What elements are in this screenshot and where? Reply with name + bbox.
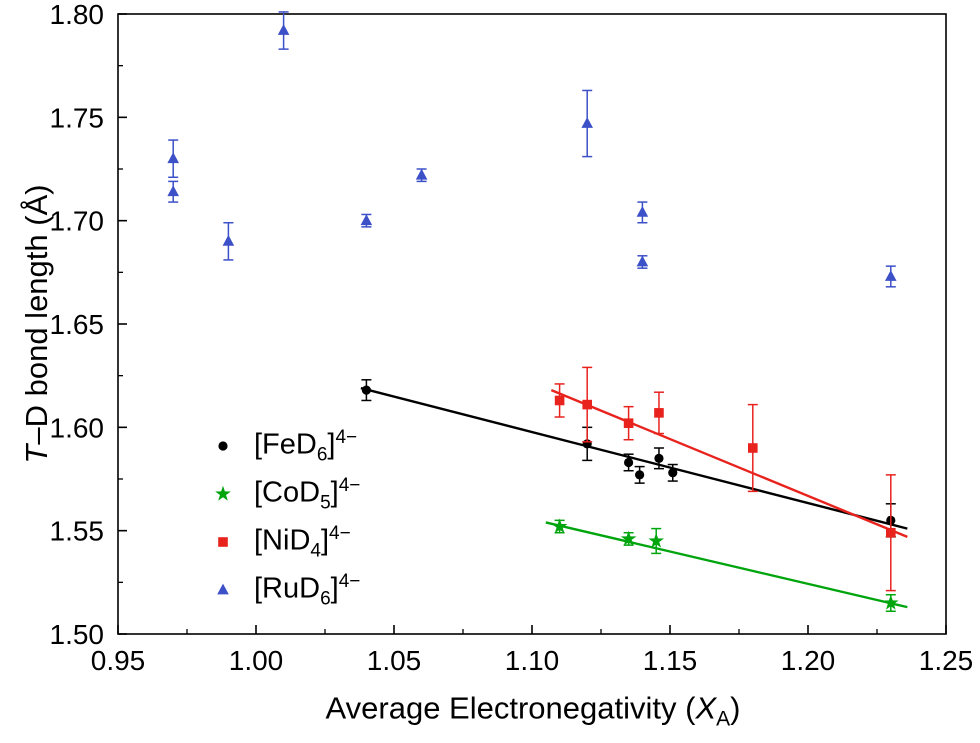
- square-marker-icon: [554, 395, 565, 406]
- star-marker-icon: [215, 485, 231, 501]
- y-axis-title: T–D bond length (Å): [19, 184, 55, 463]
- legend-marker: [215, 485, 231, 501]
- fit-line: [545, 521, 908, 609]
- x-tick-label: 1.00: [229, 645, 284, 676]
- legend-label: [CoD5]4−: [254, 474, 361, 514]
- triangle-marker-icon: [360, 214, 373, 226]
- triangle-marker-icon: [167, 185, 179, 197]
- x-tick-label: 1.05: [367, 645, 422, 676]
- square-marker-icon: [654, 408, 664, 418]
- legend-label: [NiD4]4−: [254, 522, 351, 562]
- triangle-marker-icon: [636, 206, 649, 217]
- square-marker-icon: [623, 418, 634, 428]
- star-marker-icon: [551, 518, 568, 534]
- y-tick-label: 1.50: [50, 619, 105, 650]
- square-marker-icon: [886, 527, 896, 538]
- triangle-marker-icon: [217, 583, 229, 595]
- square-marker-icon: [218, 537, 228, 547]
- square-marker-icon: [748, 443, 758, 453]
- legend-marker: [218, 537, 228, 547]
- series-triangle: [167, 11, 897, 288]
- circle-marker-icon: [668, 468, 678, 478]
- legend-marker: [218, 441, 228, 451]
- circle-marker-icon: [624, 457, 634, 468]
- legend-item: [FeD6]4−: [208, 422, 360, 470]
- series-circle: [360, 379, 908, 538]
- legend-label: [FeD6]4−: [254, 426, 358, 466]
- series-star: [545, 518, 908, 613]
- legend-item: [NiD4]4−: [208, 518, 360, 566]
- triangle-marker-icon: [885, 270, 897, 281]
- y-tick-label: 1.80: [50, 0, 105, 30]
- y-tick-label: 1.65: [50, 309, 105, 340]
- x-axis-title-post: ): [730, 690, 741, 726]
- circle-marker-icon: [635, 470, 645, 480]
- legend-label: [RuD6]4−: [254, 570, 361, 610]
- legend: [FeD6]4− [CoD5]4− [NiD4]4− [RuD6]4−: [208, 422, 360, 614]
- legend-marker: [217, 583, 229, 595]
- star-marker-icon: [620, 530, 637, 546]
- x-tick-label: 1.20: [781, 645, 836, 676]
- circle-marker-icon: [654, 453, 664, 463]
- y-axis-title-rest: –D bond length (Å): [19, 184, 54, 445]
- triangle-marker-icon: [636, 255, 649, 267]
- x-axis-title-pre: Average Electronegativity (: [325, 690, 696, 726]
- circle-marker-icon: [218, 441, 228, 451]
- x-tick-label: 0.95: [91, 645, 146, 676]
- x-tick-label: 1.10: [505, 645, 560, 676]
- x-axis-title-italic: X: [695, 690, 717, 726]
- x-tick-label: 1.25: [919, 645, 974, 676]
- x-axis-title: Average Electronegativity (XA): [326, 690, 741, 731]
- series-square: [550, 366, 908, 592]
- triangle-marker-icon: [167, 152, 179, 164]
- star-marker-icon: [648, 532, 664, 548]
- fit-line: [360, 386, 908, 530]
- fit-line: [550, 389, 908, 538]
- circle-marker-icon: [361, 385, 371, 395]
- triangle-marker-icon: [581, 117, 593, 128]
- y-tick-label: 1.70: [50, 206, 105, 237]
- y-tick-label: 1.55: [50, 516, 105, 547]
- x-tick-label: 1.15: [643, 645, 698, 676]
- y-axis-title-italic: T: [19, 444, 54, 464]
- legend-item: [CoD5]4−: [208, 470, 360, 518]
- triangle-marker-icon: [415, 168, 428, 180]
- x-axis-title-sub: A: [716, 707, 731, 731]
- y-tick-label: 1.75: [50, 102, 105, 133]
- square-marker-icon: [582, 399, 592, 410]
- legend-item: [RuD6]4−: [208, 566, 360, 614]
- triangle-marker-icon: [222, 234, 235, 246]
- y-tick-label: 1.60: [50, 412, 105, 443]
- triangle-marker-icon: [277, 24, 290, 35]
- star-marker-icon: [883, 594, 899, 610]
